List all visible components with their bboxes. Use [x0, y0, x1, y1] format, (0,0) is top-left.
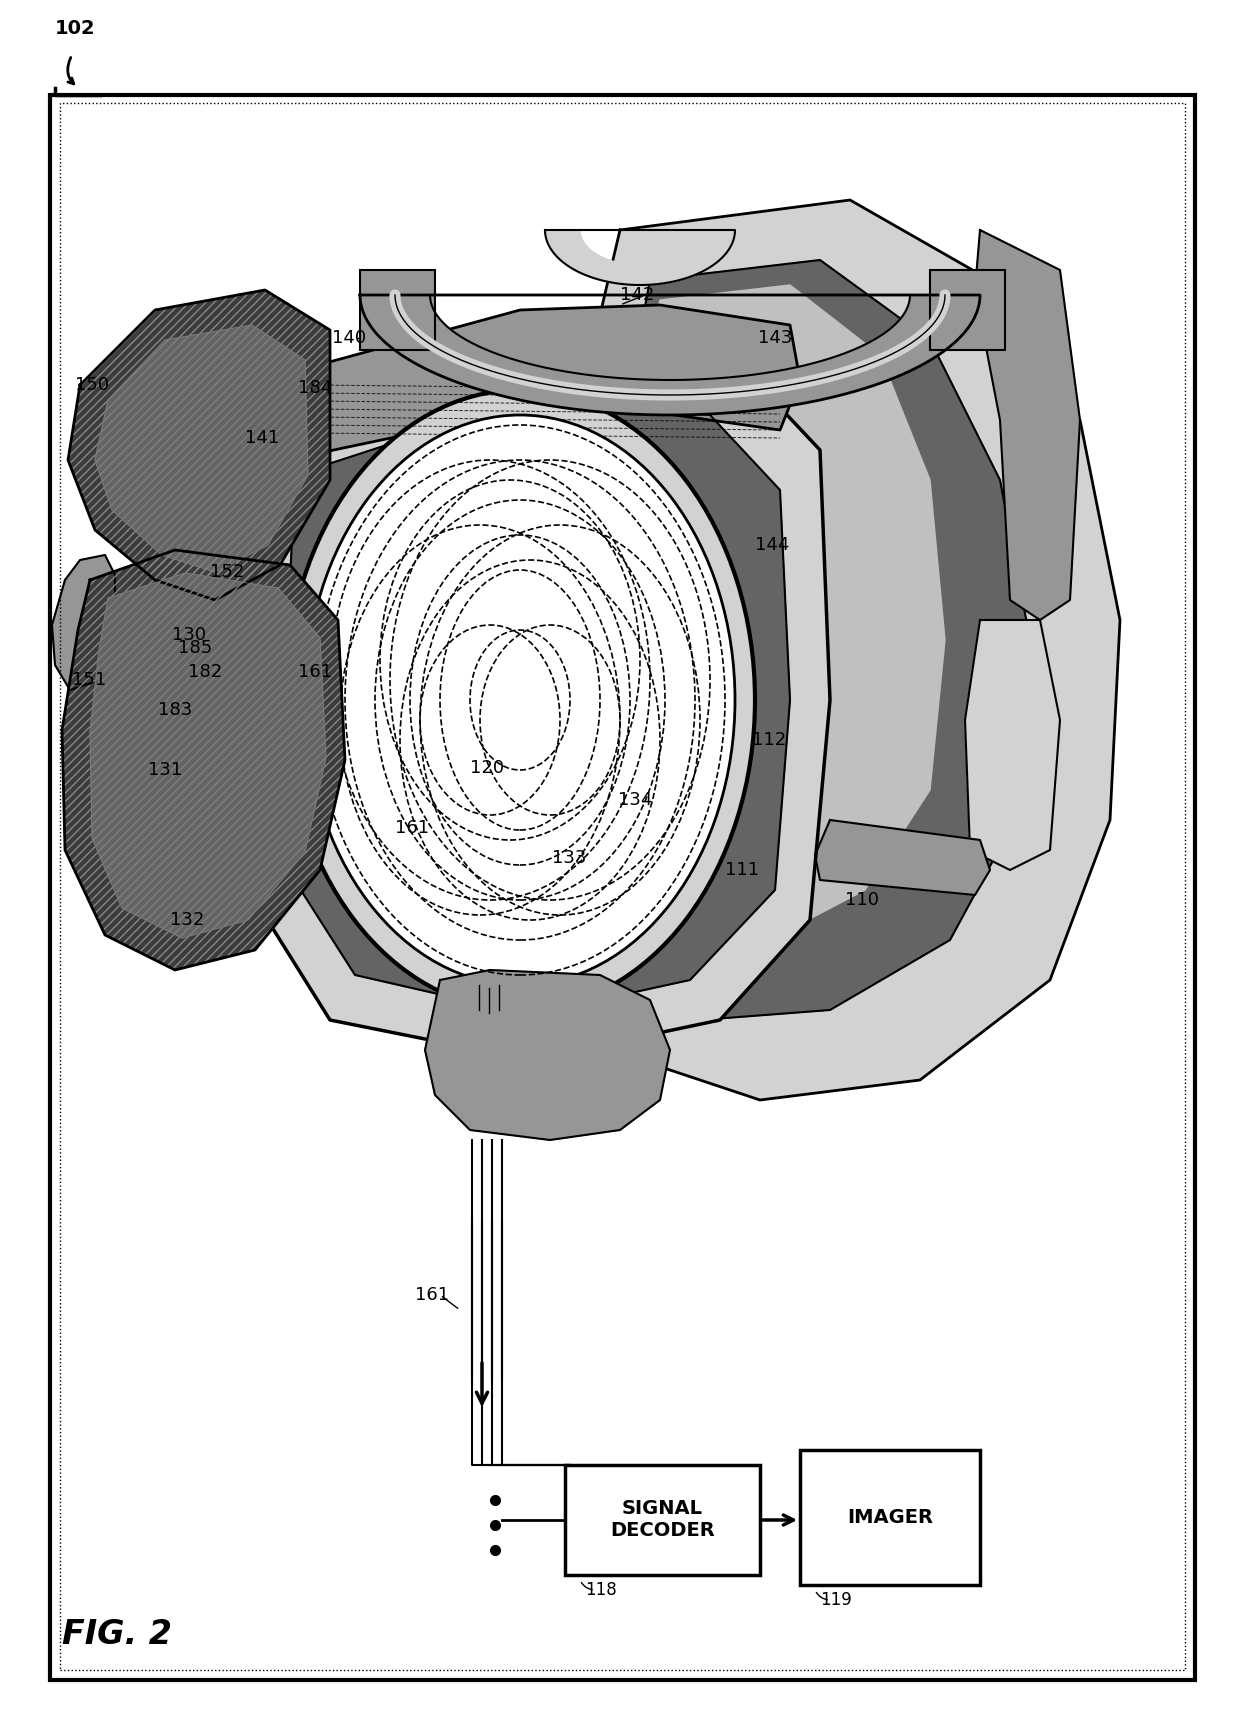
Polygon shape — [627, 285, 945, 946]
Text: 182: 182 — [188, 662, 222, 681]
Text: 118: 118 — [585, 1580, 616, 1599]
Text: 141: 141 — [246, 429, 279, 448]
Text: 132: 132 — [170, 911, 205, 928]
Text: 144: 144 — [755, 536, 790, 553]
Text: 152: 152 — [210, 564, 244, 581]
Bar — [800, 1451, 980, 1585]
Text: 161: 161 — [298, 662, 332, 681]
Text: 161: 161 — [396, 820, 429, 837]
Polygon shape — [570, 201, 1120, 1100]
Polygon shape — [285, 399, 790, 1015]
Text: SIGNAL
DECODER: SIGNAL DECODER — [610, 1499, 715, 1541]
Text: 112: 112 — [751, 731, 786, 749]
Text: 119: 119 — [820, 1591, 852, 1610]
Text: 133: 133 — [552, 849, 587, 866]
Polygon shape — [965, 621, 1060, 870]
Polygon shape — [250, 349, 830, 1060]
Text: 130: 130 — [172, 626, 206, 643]
Text: 110: 110 — [844, 890, 879, 909]
Text: 150: 150 — [74, 375, 109, 394]
Text: 183: 183 — [157, 700, 192, 719]
Text: 142: 142 — [620, 285, 655, 304]
Text: 185: 185 — [179, 640, 212, 657]
Bar — [930, 270, 1004, 349]
Polygon shape — [91, 572, 326, 939]
Text: 161: 161 — [415, 1286, 449, 1304]
Polygon shape — [360, 296, 980, 415]
Polygon shape — [425, 970, 670, 1139]
Text: 131: 131 — [148, 761, 182, 780]
Ellipse shape — [285, 391, 755, 1010]
Text: 134: 134 — [618, 790, 652, 809]
Ellipse shape — [305, 415, 735, 986]
Text: 102: 102 — [55, 19, 95, 38]
Polygon shape — [62, 550, 345, 970]
Text: 140: 140 — [332, 329, 366, 348]
Polygon shape — [610, 259, 1030, 1020]
Text: 184: 184 — [298, 379, 332, 398]
Text: 111: 111 — [725, 861, 759, 878]
Polygon shape — [290, 304, 800, 455]
Bar — [360, 270, 435, 349]
Text: 143: 143 — [758, 329, 792, 348]
Polygon shape — [95, 325, 308, 572]
Polygon shape — [68, 290, 330, 600]
Polygon shape — [546, 230, 735, 285]
Text: 120: 120 — [470, 759, 505, 776]
Polygon shape — [52, 555, 115, 690]
Polygon shape — [975, 230, 1080, 621]
Text: IMAGER: IMAGER — [847, 1508, 932, 1527]
Polygon shape — [815, 820, 990, 896]
Bar — [565, 1464, 760, 1575]
Text: FIG. 2: FIG. 2 — [62, 1618, 172, 1651]
Text: 151: 151 — [72, 671, 107, 688]
